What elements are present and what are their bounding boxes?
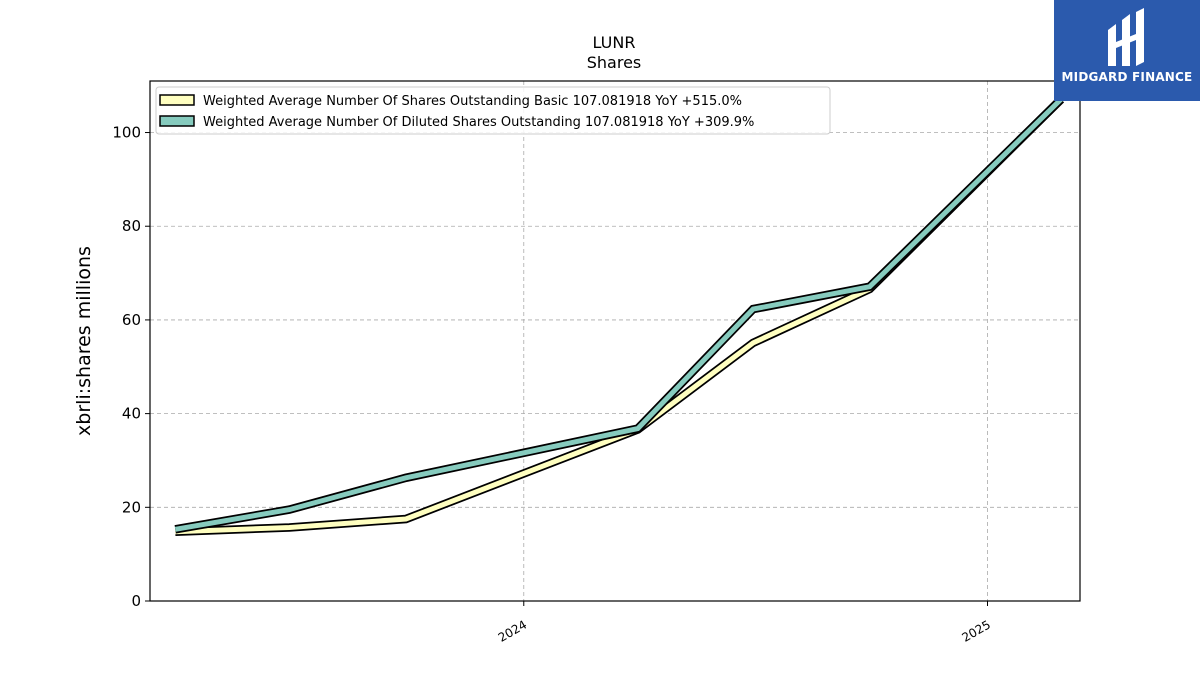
legend: Weighted Average Number Of Shares Outsta… [155,86,831,135]
series-layer [174,96,1064,536]
y-tick-label: 80 [122,217,141,235]
y-tick-label: 60 [122,311,141,329]
chart-subtitle: Shares [587,53,642,72]
legend-swatch-diluted [159,115,195,127]
tick-layer: 0 20 40 60 80 100 2024 2025 [112,124,993,645]
x-tick-label: 2025 [960,617,993,644]
logo-mark-icon [1108,8,1144,66]
series-line-0 [175,97,1063,535]
legend-label-basic: Weighted Average Number Of Shares Outsta… [203,94,742,109]
y-tick-label: 40 [122,405,141,423]
legend-box [155,86,831,135]
logo-text: MIDGARD FINANCE [1061,70,1193,84]
y-tick-label: 0 [131,592,141,610]
y-axis-title: xbrli:shares millions [73,246,95,436]
x-tick-label: 2024 [496,617,529,644]
plot-frame [149,80,1081,602]
y-tick-label: 100 [112,124,141,142]
brand-logo: MIDGARD FINANCE [1054,0,1200,101]
grid-layer [150,81,1080,601]
chart-title: LUNR [593,33,636,52]
legend-label-diluted: Weighted Average Number Of Diluted Share… [203,115,754,130]
y-tick-label: 20 [122,498,141,516]
legend-swatch-basic [159,94,195,106]
series-line-1 [174,97,1063,532]
series-outline-1 [174,96,1064,534]
series-outline-0 [175,96,1064,536]
